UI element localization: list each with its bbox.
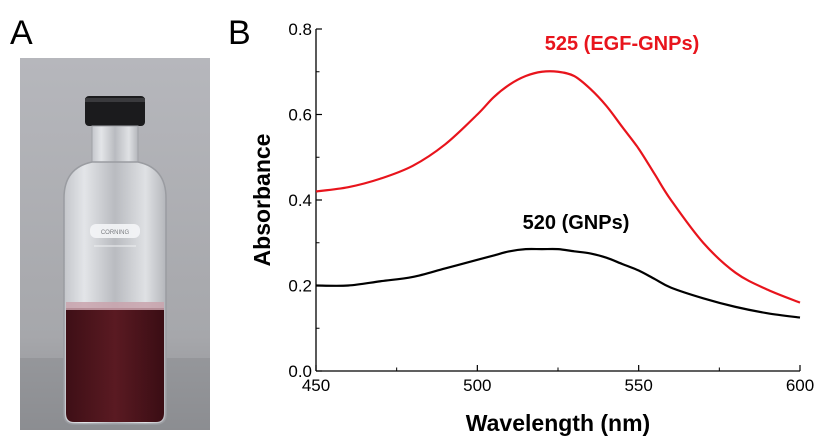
panel-label-a: A	[10, 14, 33, 52]
x-tick-label: 500	[463, 376, 491, 395]
vial-liquid	[66, 308, 164, 422]
y-tick-label: 0.6	[288, 106, 312, 125]
x-axis-title: Wavelength (nm)	[466, 410, 650, 436]
y-tick-label: 0.4	[288, 191, 312, 210]
y-tick-label: 0.8	[288, 20, 312, 39]
chart-labels: Wavelength (nm) Absorbance 525 (EGF-GNPs) 5…	[249, 33, 699, 436]
annotation-gnps-peak: 520 (GNPs)	[523, 212, 630, 234]
vial-brand-text: CORNING	[101, 230, 130, 236]
annotation-egf-gnps-peak: 525 (EGF-GNPs)	[545, 33, 699, 55]
series-line-gnps	[315, 247, 801, 319]
vial-photo: CORNING	[20, 58, 210, 430]
vial-label	[90, 224, 140, 238]
x-tick-label: 600	[786, 376, 814, 395]
chart-axes: 0.0 0.2 0.4 0.6 0.8 450 500 550 600	[288, 20, 814, 395]
x-tick-label: 550	[624, 376, 652, 395]
x-tick-label: 450	[302, 376, 330, 395]
y-tick-label: 0.0	[288, 362, 312, 381]
y-tick-label: 0.2	[288, 277, 312, 296]
vial-cap	[85, 96, 145, 126]
series-line-egf-gnps	[315, 70, 801, 304]
chart-series-layer	[315, 70, 801, 319]
y-axis-title: Absorbance	[249, 134, 275, 267]
panel-label-b: B	[228, 14, 251, 52]
